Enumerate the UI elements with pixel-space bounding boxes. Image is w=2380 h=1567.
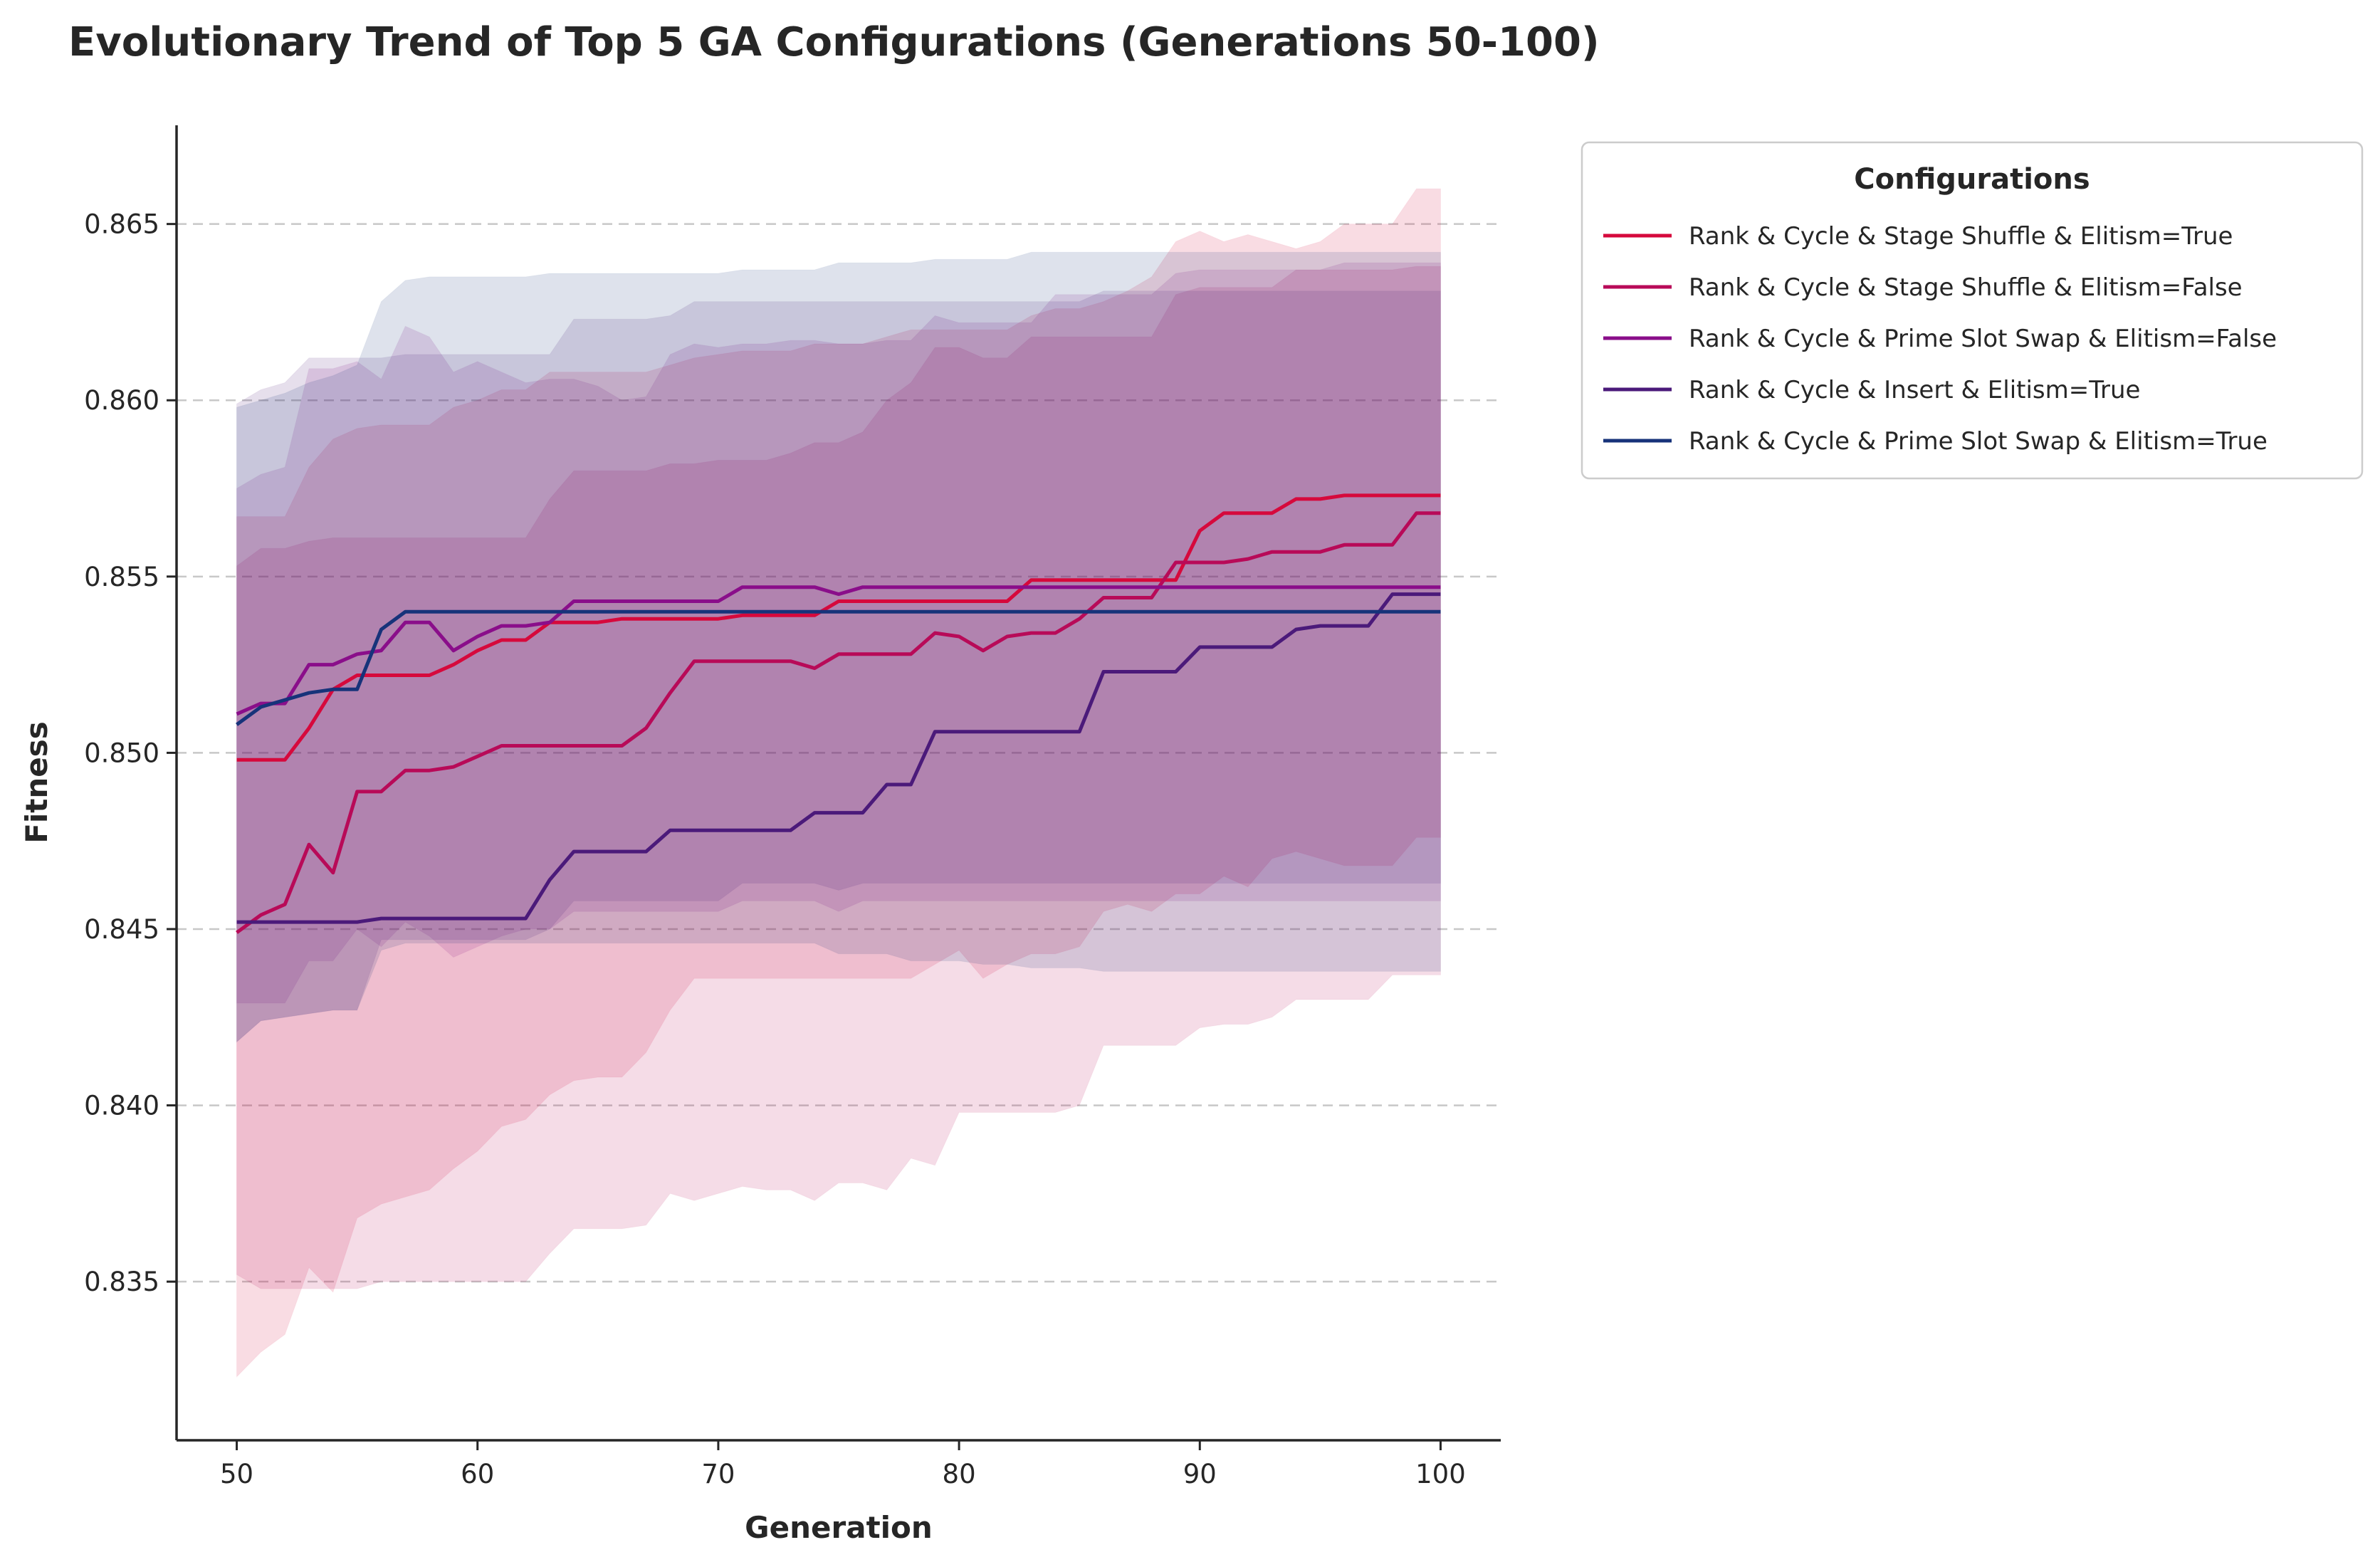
series-line bbox=[236, 609, 1441, 726]
x-tick-label: 70 bbox=[701, 1459, 735, 1489]
confidence-band bbox=[236, 262, 1441, 1004]
y-tick-label: 0.865 bbox=[84, 209, 159, 240]
series-line bbox=[236, 592, 1441, 924]
series-line bbox=[236, 511, 1441, 934]
series-line bbox=[236, 585, 1441, 716]
y-tick-label: 0.850 bbox=[84, 738, 159, 768]
legend-items: Rank & Cycle & Stage Shuffle & Elitism=T… bbox=[1603, 222, 2277, 456]
confidence-band bbox=[236, 251, 1441, 1043]
confidence-band bbox=[236, 188, 1441, 1378]
legend-box bbox=[1580, 141, 2364, 480]
legend-label: Rank & Cycle & Prime Slot Swap & Elitism… bbox=[1689, 427, 2268, 456]
y-tick-label: 0.855 bbox=[84, 562, 159, 592]
confidence-band bbox=[236, 290, 1441, 1043]
y-axis-label: Fitness bbox=[19, 721, 54, 844]
x-tick-label: 60 bbox=[461, 1459, 494, 1489]
axes bbox=[175, 125, 1501, 1442]
x-tick-label: 80 bbox=[943, 1459, 976, 1489]
series-line bbox=[236, 493, 1441, 762]
x-ticks: 50 60 70 80 90 100 bbox=[220, 1440, 1466, 1489]
y-tick-label: 0.835 bbox=[84, 1267, 159, 1297]
confidence-bands bbox=[236, 188, 1441, 1378]
confidence-band bbox=[236, 266, 1441, 1289]
x-tick-label: 50 bbox=[220, 1459, 253, 1489]
y-ticks: 0.835 0.840 0.845 0.850 0.855 0.860 0.865 bbox=[84, 209, 177, 1297]
legend-label: Rank & Cycle & Stage Shuffle & Elitism=F… bbox=[1689, 273, 2243, 302]
series-lines bbox=[236, 493, 1441, 934]
y-tick-label: 0.845 bbox=[84, 914, 159, 945]
y-tick-label: 0.840 bbox=[84, 1091, 159, 1121]
legend-label: Rank & Cycle & Stage Shuffle & Elitism=T… bbox=[1689, 222, 2233, 251]
legend-title: Configurations bbox=[1854, 163, 2090, 196]
chart-title: Evolutionary Trend of Top 5 GA Configura… bbox=[68, 19, 1600, 65]
y-tick-label: 0.860 bbox=[84, 385, 159, 416]
legend-label: Rank & Cycle & Prime Slot Swap & Elitism… bbox=[1689, 325, 2277, 353]
x-tick-label: 90 bbox=[1183, 1459, 1217, 1489]
legend-label: Rank & Cycle & Insert & Elitism=True bbox=[1689, 376, 2140, 404]
x-axis-label: Generation bbox=[745, 1510, 933, 1545]
legend: Configurations Rank & Cycle & Stage Shuf… bbox=[1580, 141, 2364, 480]
x-tick-label: 100 bbox=[1415, 1459, 1466, 1489]
grid-lines bbox=[177, 223, 1501, 1283]
